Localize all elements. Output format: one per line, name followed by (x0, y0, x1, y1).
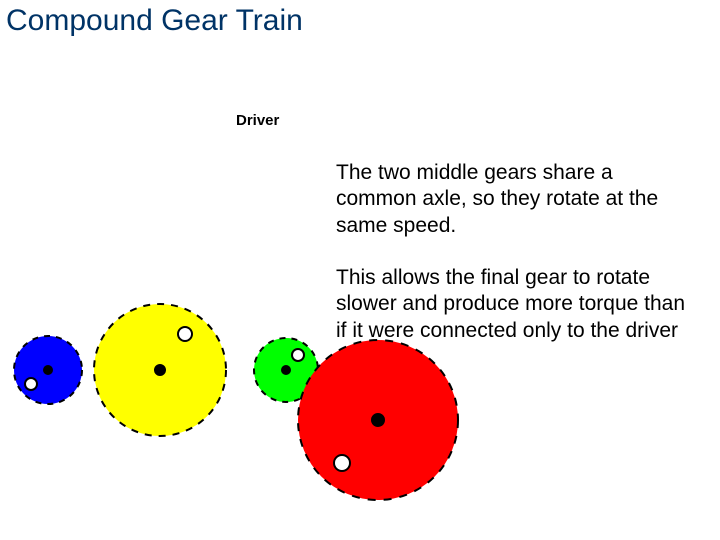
driven-gear-indicator (333, 454, 351, 472)
driver-gear-axle (43, 365, 53, 375)
driven-gear-axle (371, 413, 385, 427)
idler-large-axle (154, 364, 166, 376)
driver-label: Driver (236, 112, 279, 129)
page-title: Compound Gear Train (6, 4, 303, 38)
idler-small-axle (281, 365, 291, 375)
paragraph-1: The two middle gears share a common axle… (336, 160, 686, 239)
